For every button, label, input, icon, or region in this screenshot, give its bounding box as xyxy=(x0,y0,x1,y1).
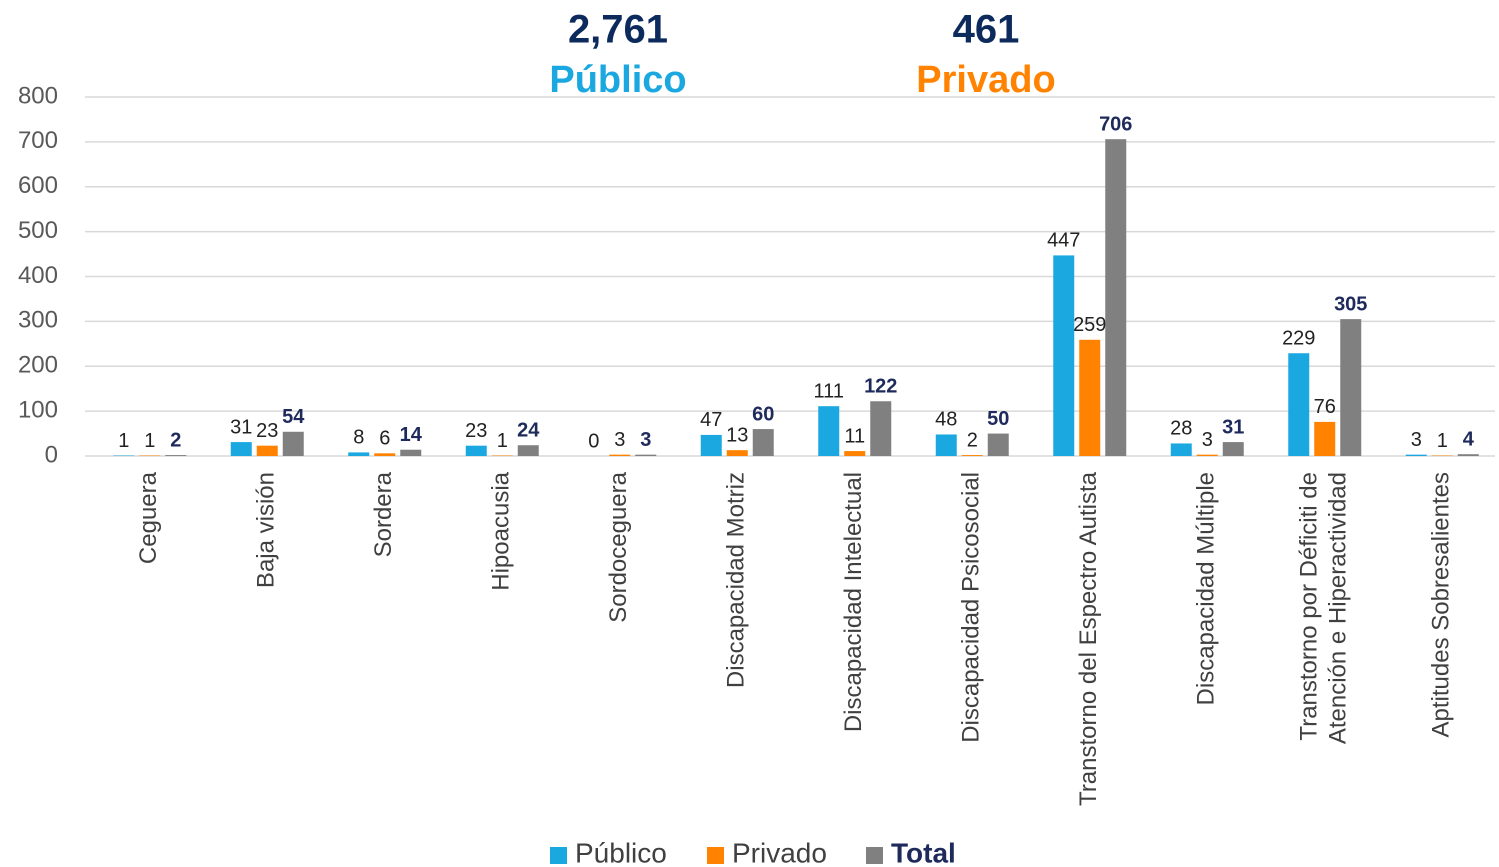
x-tick-label: Baja visión xyxy=(253,472,280,588)
bar xyxy=(1079,339,1101,456)
x-tick-label: Discapacidad Múltiple xyxy=(1193,472,1220,705)
data-label: 1 xyxy=(144,430,155,452)
y-tick-label: 700 xyxy=(18,127,58,154)
bar xyxy=(1105,139,1127,456)
data-label: 54 xyxy=(282,406,305,428)
bar xyxy=(752,429,774,456)
data-label: 706 xyxy=(1099,113,1132,135)
data-label: 24 xyxy=(517,420,540,442)
bar xyxy=(935,434,957,456)
data-label: 4 xyxy=(1463,428,1475,450)
data-label: 23 xyxy=(256,420,278,442)
data-label: 50 xyxy=(987,408,1009,430)
data-label: 76 xyxy=(1314,396,1336,418)
data-label: 23 xyxy=(465,420,487,442)
legend-swatch xyxy=(707,847,724,864)
data-label: 3 xyxy=(640,429,651,451)
data-label: 6 xyxy=(379,428,390,450)
x-tick-label: Hipoacusia xyxy=(488,471,515,590)
y-tick-label: 100 xyxy=(18,396,58,423)
x-tick-label: Aptitudes Sobresalientes xyxy=(1428,472,1455,738)
bar xyxy=(1405,454,1427,456)
bar xyxy=(1222,442,1244,456)
x-tick-label: Transtorno por Déficiti deAtención e Hip… xyxy=(1296,472,1352,744)
bar xyxy=(1053,255,1075,456)
data-label: 31 xyxy=(230,416,252,438)
data-label: 31 xyxy=(1222,416,1244,438)
data-label: 28 xyxy=(1170,418,1192,440)
x-tick-label: Discapacidad Psicosocial xyxy=(958,472,985,743)
y-tick-label: 600 xyxy=(18,172,58,199)
x-tick-label: Transtorno del Espectro Autista xyxy=(1075,471,1102,806)
data-label: 11 xyxy=(844,425,865,447)
legend-swatch xyxy=(550,847,567,864)
annotation: 2,761 xyxy=(568,8,668,52)
y-tick-label: 200 xyxy=(18,352,58,379)
data-label: 3 xyxy=(614,429,625,451)
bar xyxy=(1457,454,1479,456)
bar xyxy=(1288,353,1310,456)
bar xyxy=(517,445,539,456)
bar xyxy=(165,455,187,456)
y-tick-label: 500 xyxy=(18,217,58,244)
y-tick-label: 0 xyxy=(45,441,58,468)
data-label: 3 xyxy=(1202,429,1213,451)
bar xyxy=(256,445,278,456)
legend-label: Privado xyxy=(732,837,827,867)
bar xyxy=(374,453,396,456)
bar xyxy=(726,450,748,456)
y-tick-label: 300 xyxy=(18,307,58,334)
x-tick-label: Discapacidad Intelectual xyxy=(840,472,867,732)
bar xyxy=(1196,454,1218,456)
data-label: 60 xyxy=(752,403,774,425)
data-label: 1 xyxy=(1437,430,1448,452)
data-label: 229 xyxy=(1282,328,1315,350)
data-label: 1 xyxy=(497,430,508,452)
y-tick-label: 800 xyxy=(18,82,58,109)
bar xyxy=(1340,319,1362,456)
bar xyxy=(465,445,487,456)
bar xyxy=(230,442,252,456)
data-label: 305 xyxy=(1334,293,1367,315)
bar xyxy=(987,433,1009,456)
legend-label: Público xyxy=(575,837,667,867)
legend-label: Total xyxy=(891,837,956,867)
bar xyxy=(961,455,983,456)
x-tick-label: Discapacidad Motriz xyxy=(723,472,750,688)
bar xyxy=(282,431,304,456)
bar xyxy=(348,452,370,456)
annotation: Público xyxy=(549,59,686,101)
bar xyxy=(609,454,631,456)
bar xyxy=(870,401,892,456)
data-label: 8 xyxy=(353,427,364,449)
bar xyxy=(635,454,657,456)
annotation: Privado xyxy=(916,59,1055,101)
data-label: 259 xyxy=(1073,314,1106,336)
data-label: 48 xyxy=(935,409,957,431)
data-label: 3 xyxy=(1411,429,1422,451)
bar xyxy=(1314,421,1336,456)
data-label: 111 xyxy=(814,380,844,402)
bar xyxy=(700,434,722,456)
bar xyxy=(400,449,422,456)
data-label: 2 xyxy=(170,429,181,451)
data-label: 2 xyxy=(967,429,978,451)
x-tick-label: Ceguera xyxy=(135,471,162,564)
data-label: 47 xyxy=(700,409,722,431)
data-label: 14 xyxy=(400,424,423,446)
x-tick-label: Sordera xyxy=(370,471,397,557)
data-label: 447 xyxy=(1047,230,1080,252)
data-label: 0 xyxy=(588,430,599,452)
bar xyxy=(844,451,866,456)
y-tick-label: 400 xyxy=(18,262,58,289)
bar xyxy=(1170,443,1192,456)
annotation: 461 xyxy=(953,8,1020,52)
legend-swatch xyxy=(866,847,883,864)
data-label: 1 xyxy=(118,430,129,452)
bar xyxy=(818,406,840,456)
data-label: 122 xyxy=(864,376,897,398)
x-tick-label: Sordoceguera xyxy=(605,471,632,622)
data-label: 13 xyxy=(726,424,748,446)
